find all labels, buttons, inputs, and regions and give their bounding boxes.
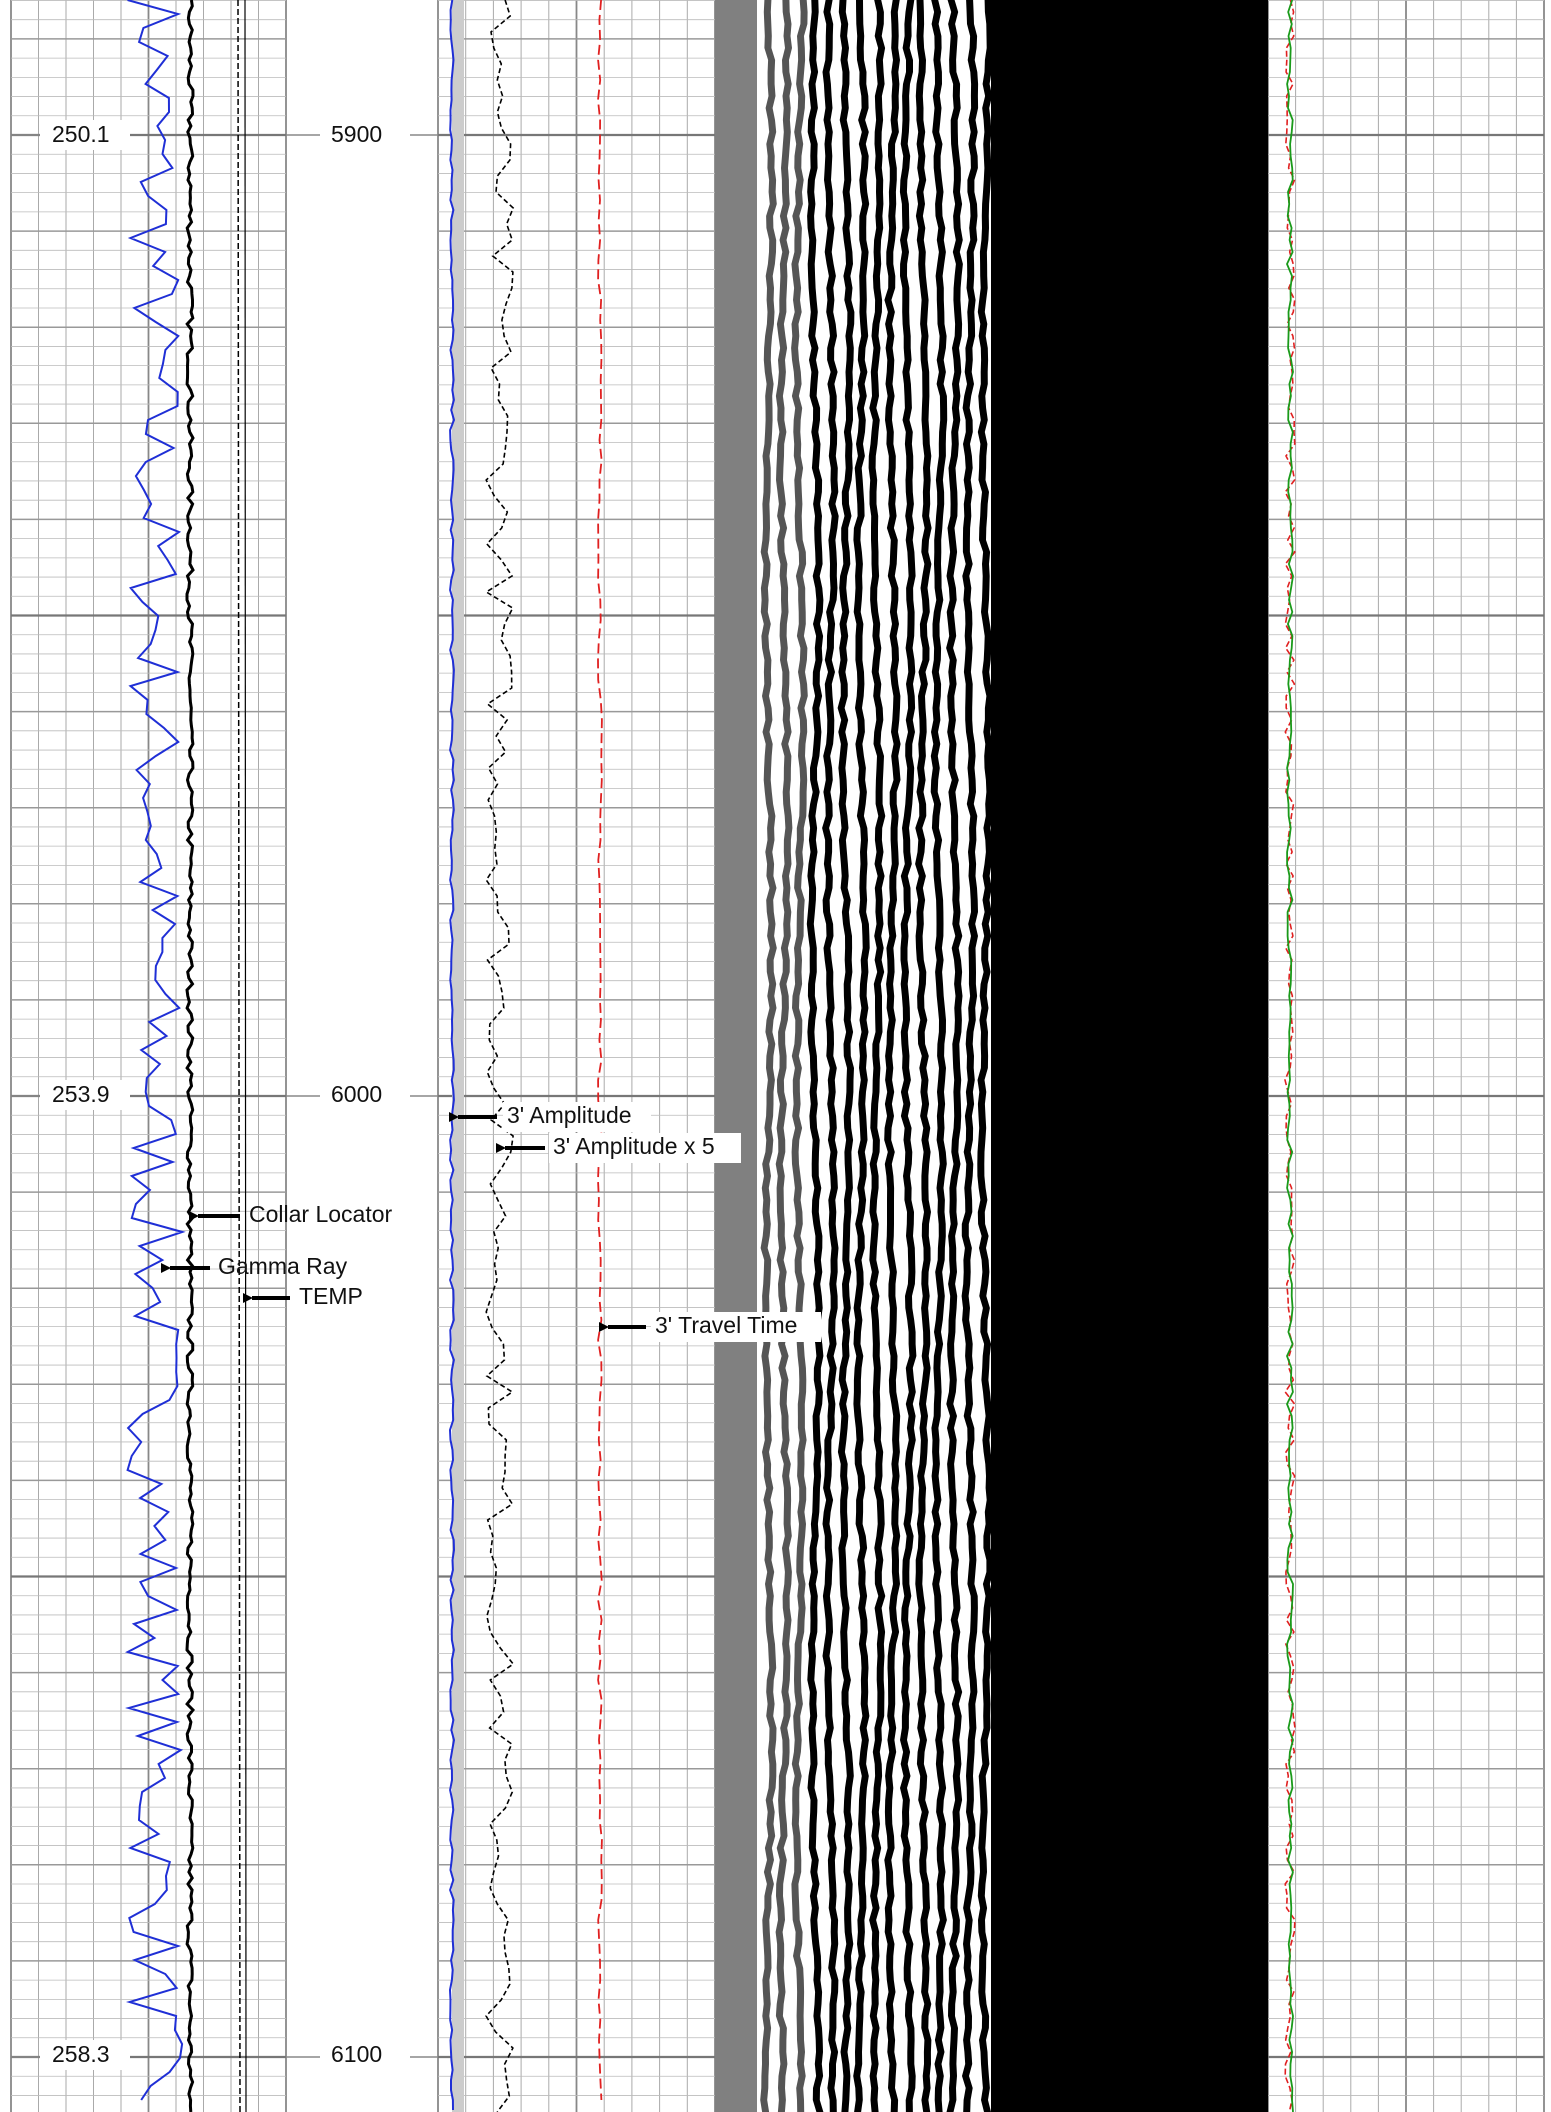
vdl-stripe xyxy=(899,0,917,2112)
annotation: 3' Travel Time xyxy=(655,1312,797,1338)
label-bg xyxy=(40,2040,130,2070)
temp-curve xyxy=(244,0,247,2112)
label-bg xyxy=(549,1133,741,1163)
annotation: 3' Amplitude xyxy=(507,1102,632,1128)
temp-curve xyxy=(237,0,241,2112)
collar-locator-curve xyxy=(185,0,196,2112)
vdl-stripe xyxy=(930,0,948,2112)
vdl-stripe xyxy=(884,0,901,2112)
vdl-gray xyxy=(715,0,757,2112)
gamma-ray-curve xyxy=(125,0,186,2101)
temperature-label: 253.9 xyxy=(52,1081,110,1107)
annotation: TEMP xyxy=(299,1283,363,1309)
vdl-stripe xyxy=(977,0,994,2112)
amplitude-fill xyxy=(452,0,464,2112)
vdl-stripe xyxy=(915,0,932,2112)
vdl-stripe xyxy=(837,0,855,2112)
depth-label: 6000 xyxy=(331,1081,382,1107)
label-bg xyxy=(40,120,130,150)
vdl-stripe xyxy=(775,0,793,2112)
vdl-stripe xyxy=(806,0,824,2112)
amplitude-curve xyxy=(448,0,456,2111)
depth-label: 6100 xyxy=(331,2041,382,2067)
annotation: 3' Amplitude x 5 xyxy=(553,1133,715,1159)
annotation: Gamma Ray xyxy=(218,1253,348,1279)
right-green-curve xyxy=(1286,0,1294,2112)
black-track xyxy=(991,0,1268,2112)
vdl-stripe xyxy=(868,0,886,2112)
grid xyxy=(10,0,1545,2112)
vdl-stripe xyxy=(853,0,870,2112)
curves xyxy=(125,0,1296,2112)
vdl-stripe xyxy=(946,0,963,2112)
vdl-stripe xyxy=(791,0,808,2112)
label-bg xyxy=(503,1102,651,1132)
label-bg xyxy=(651,1312,821,1342)
vdl-stripe xyxy=(760,0,777,2112)
amplitude-x5-curve xyxy=(484,0,515,2112)
depth-label: 5900 xyxy=(331,121,382,147)
travel-time-curve xyxy=(597,0,603,2101)
vdl-stripe xyxy=(822,0,839,2112)
temperature-label: 250.1 xyxy=(52,121,110,147)
label-bg xyxy=(40,1080,130,1110)
temperature-label: 258.3 xyxy=(52,2041,110,2067)
annotation: Collar Locator xyxy=(249,1201,393,1227)
labels: 250.1 253.9 258.3 5900 6000 6100 Collar … xyxy=(40,120,821,2070)
vdl-stripe xyxy=(961,0,979,2112)
